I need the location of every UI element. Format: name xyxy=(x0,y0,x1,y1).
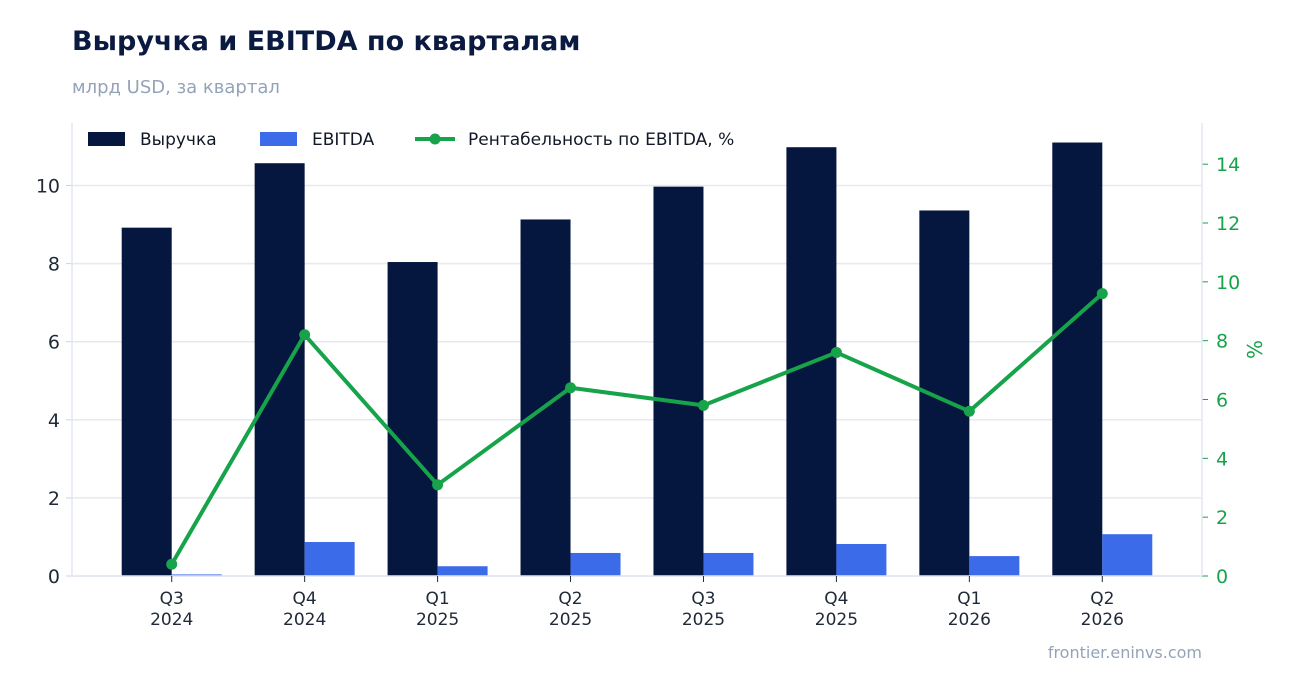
x-tick-label-quarter: Q4 xyxy=(824,589,848,609)
bar-revenue xyxy=(254,163,305,577)
x-tick-label-year: 2025 xyxy=(815,610,858,630)
y-right-tick-label: 12 xyxy=(1216,213,1240,235)
bar-ebitda xyxy=(304,542,355,576)
y-left-tick-label: 2 xyxy=(48,488,60,510)
x-tick-label-quarter: Q3 xyxy=(691,589,715,609)
margin-point xyxy=(299,329,311,341)
y-right-axis-label: % xyxy=(1243,340,1267,359)
margin-point xyxy=(697,399,709,411)
chart-subtitle: млрд USD, за квартал xyxy=(72,77,280,98)
legend-swatch-revenue xyxy=(88,132,125,146)
y-left-tick-label: 6 xyxy=(48,332,60,354)
x-tick-label-quarter: Q4 xyxy=(293,589,317,609)
bar-revenue xyxy=(653,186,704,577)
source-label: frontier.eninvs.com xyxy=(1047,643,1202,662)
y-right-tick-label: 0 xyxy=(1216,566,1228,588)
legend: Выручка EBITDA Рентабельность по EBITDA, % xyxy=(88,130,734,150)
margin-point xyxy=(166,558,178,570)
margin-point xyxy=(565,382,577,394)
bar-ebitda xyxy=(836,543,887,576)
bar-ebitda xyxy=(437,566,488,576)
x-tick-label-year: 2026 xyxy=(948,610,991,630)
bar-revenue xyxy=(387,262,438,576)
margin-point xyxy=(963,405,975,417)
legend-label-margin: Рентабельность по EBITDA, % xyxy=(468,130,734,150)
bar-ebitda xyxy=(1102,534,1153,576)
margin-series-line xyxy=(169,292,1104,566)
axes: 024681002468101214%Q32024Q42024Q12025Q22… xyxy=(36,123,1267,630)
bar-revenue xyxy=(121,227,172,576)
bar-ebitda xyxy=(570,552,621,576)
margin-point xyxy=(830,346,842,358)
y-left-tick-label: 8 xyxy=(48,254,60,276)
x-tick-label-year: 2025 xyxy=(416,610,459,630)
y-right-tick-label: 8 xyxy=(1216,331,1228,353)
x-tick-label-quarter: Q1 xyxy=(425,589,449,609)
y-right-tick-label: 6 xyxy=(1216,390,1228,412)
y-left-tick-label: 0 xyxy=(48,566,60,588)
x-tick-label-year: 2026 xyxy=(1081,610,1124,630)
x-tick-label-quarter: Q2 xyxy=(558,589,582,609)
bars xyxy=(121,142,1153,577)
x-tick-label-quarter: Q1 xyxy=(957,589,981,609)
margin-point xyxy=(432,479,444,491)
x-tick-label-year: 2025 xyxy=(682,610,725,630)
bar-ebitda xyxy=(171,574,222,576)
x-tick-label-quarter: Q3 xyxy=(160,589,184,609)
legend-swatch-margin-dot xyxy=(429,133,441,145)
y-left-tick-label: 10 xyxy=(36,175,60,197)
legend-label-revenue: Выручка xyxy=(140,130,217,150)
x-tick-label-year: 2024 xyxy=(283,610,326,630)
grid-lines xyxy=(72,184,1202,577)
y-left-tick-label: 4 xyxy=(48,410,60,432)
y-right-tick-label: 2 xyxy=(1216,507,1228,529)
x-tick-label-quarter: Q2 xyxy=(1090,589,1114,609)
legend-label-ebitda: EBITDA xyxy=(312,130,375,150)
x-tick-label-year: 2025 xyxy=(549,610,592,630)
bar-ebitda xyxy=(969,556,1020,576)
x-tick-label-year: 2024 xyxy=(150,610,193,630)
bar-ebitda xyxy=(703,552,754,576)
bar-revenue xyxy=(520,219,571,576)
margin-point xyxy=(1096,288,1108,300)
bar-revenue xyxy=(1052,142,1103,576)
y-right-tick-label: 4 xyxy=(1216,448,1228,470)
legend-swatch-ebitda xyxy=(260,132,297,146)
chart-title: Выручка и EBITDA по кварталам xyxy=(72,26,581,57)
margin-line xyxy=(166,288,1108,570)
y-right-tick-label: 10 xyxy=(1216,272,1240,294)
y-right-tick-label: 14 xyxy=(1216,154,1240,176)
